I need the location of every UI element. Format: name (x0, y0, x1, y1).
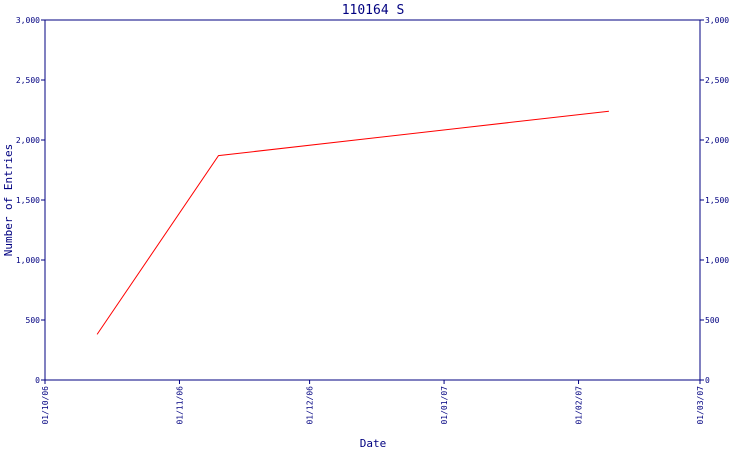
y-tick-label-right: 0 (705, 376, 710, 385)
y-tick-label-left: 2,500 (16, 76, 40, 85)
x-tick-label: 01/02/07 (575, 386, 584, 425)
y-tick-label-right: 1,000 (705, 256, 729, 265)
x-tick-label: 01/10/06 (41, 386, 50, 425)
series-line (96, 110, 609, 335)
chart-title: 110164 S (342, 3, 405, 18)
y-axis-right: 0 500 1,000 1,500 2,000 2,500 3,000 (700, 16, 729, 385)
y-tick-label-right: 1,500 (705, 196, 729, 205)
y-tick-label-left: 1,500 (16, 196, 40, 205)
x-axis-title: Date (360, 437, 387, 450)
y-tick-label-left: 0 (35, 376, 40, 385)
y-tick-label-right: 3,000 (705, 16, 729, 25)
y-tick-label-left: 3,000 (16, 16, 40, 25)
y-tick-label-right: 500 (705, 316, 720, 325)
x-tick-label: 01/12/06 (306, 386, 315, 425)
y-tick-label-right: 2,500 (705, 76, 729, 85)
y-tick-label-left: 500 (26, 316, 41, 325)
y-tick-label-left: 1,000 (16, 256, 40, 265)
series-layer (96, 110, 609, 335)
y-tick-label-left: 2,000 (16, 136, 40, 145)
x-tick-label: 01/11/06 (175, 386, 184, 425)
x-tick-label: 01/01/07 (440, 386, 449, 425)
y-tick-label-right: 2,000 (705, 136, 729, 145)
x-axis: 01/10/06 01/11/06 01/12/06 01/01/07 01/02/07… (41, 380, 705, 425)
plot-frame (44, 19, 701, 381)
y-axis-title: Number of Entries (2, 144, 15, 257)
x-tick-label: 01/03/07 (696, 386, 705, 425)
y-axis-left: 0 500 1,000 1,500 2,000 2,500 3,000 (16, 16, 45, 385)
